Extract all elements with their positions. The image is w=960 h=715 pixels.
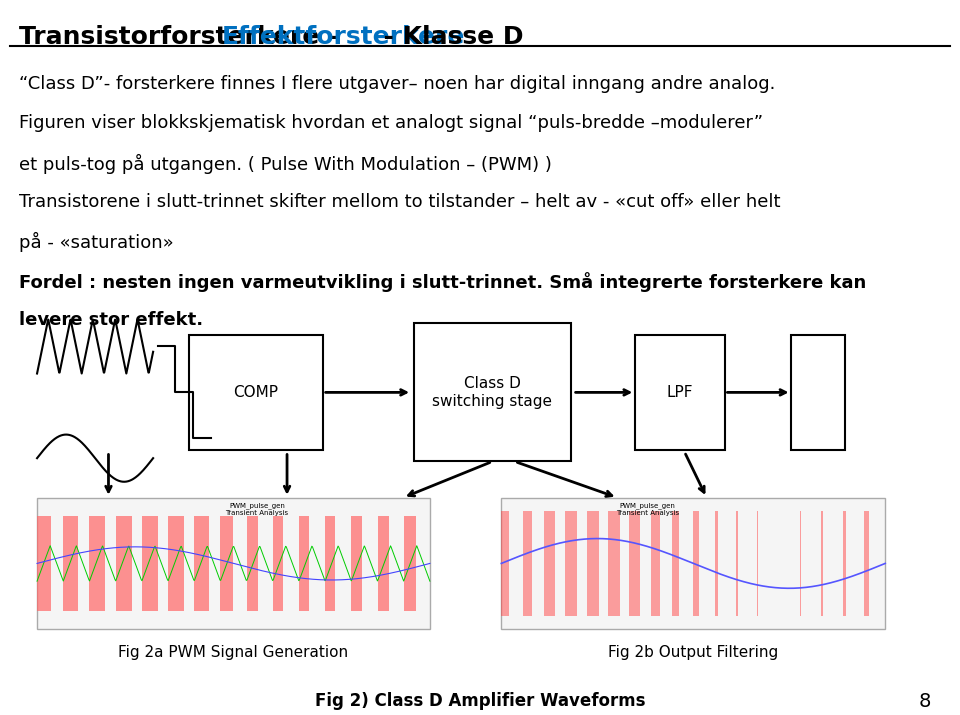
Text: Fig 2) Class D Amplifier Waveforms: Fig 2) Class D Amplifier Waveforms — [315, 692, 645, 710]
Bar — [736, 511, 737, 616]
Bar — [501, 498, 885, 629]
Text: Fig 2b Output Filtering: Fig 2b Output Filtering — [608, 645, 779, 660]
Text: Transistorforsterkere –: Transistorforsterkere – — [19, 25, 349, 49]
Text: PWM_pulse_gen
Transient Analysis: PWM_pulse_gen Transient Analysis — [615, 503, 679, 516]
Text: på - «saturation»: på - «saturation» — [19, 232, 174, 252]
Bar — [843, 511, 846, 616]
Text: levere stor effekt.: levere stor effekt. — [19, 311, 204, 329]
Text: Figuren viser blokkskjematisk hvordan et analogt signal “puls-bredde –modulerer”: Figuren viser blokkskjematisk hvordan et… — [19, 114, 763, 132]
Bar — [142, 516, 158, 611]
Bar — [37, 516, 51, 611]
Bar — [714, 511, 718, 616]
Bar — [273, 516, 283, 611]
Bar — [672, 511, 680, 616]
Bar — [821, 511, 823, 616]
Text: LPF: LPF — [666, 385, 693, 400]
Text: - Klasse D: - Klasse D — [366, 25, 523, 49]
Bar — [351, 516, 362, 611]
Bar — [168, 516, 183, 611]
Text: PWM_pulse_gen
Transient Analysis: PWM_pulse_gen Transient Analysis — [226, 503, 289, 516]
Bar — [630, 511, 640, 616]
Bar — [299, 516, 309, 611]
Bar — [636, 335, 725, 450]
Bar — [693, 511, 699, 616]
Text: COMP: COMP — [233, 385, 278, 400]
Bar — [189, 335, 323, 450]
Bar — [565, 511, 577, 616]
Text: Fordel : nesten ingen varmeutvikling i slutt-trinnet. Små integrerte forsterkere: Fordel : nesten ingen varmeutvikling i s… — [19, 272, 867, 292]
Bar — [221, 516, 233, 611]
Bar — [325, 516, 335, 611]
Text: Effektforsterkere: Effektforsterkere — [222, 25, 466, 49]
Bar — [115, 516, 132, 611]
Text: “Class D”- forsterkere finnes I flere utgaver– noen har digital inngang andre an: “Class D”- forsterkere finnes I flere ut… — [19, 75, 776, 93]
Bar — [651, 511, 660, 616]
Text: Fig 2a PWM Signal Generation: Fig 2a PWM Signal Generation — [118, 645, 348, 660]
Bar — [587, 511, 599, 616]
Bar — [544, 511, 555, 616]
Text: 8: 8 — [919, 692, 931, 711]
Bar — [63, 516, 79, 611]
Bar — [404, 516, 416, 611]
Bar — [608, 511, 620, 616]
Bar — [501, 511, 509, 616]
Bar — [522, 511, 532, 616]
Text: et puls-tog på utgangen. ( Pulse With Modulation – (PWM) ): et puls-tog på utgangen. ( Pulse With Mo… — [19, 154, 552, 174]
Bar — [864, 511, 869, 616]
Bar — [377, 516, 389, 611]
Text: Class D
switching stage: Class D switching stage — [432, 376, 552, 408]
Bar — [194, 516, 208, 611]
Bar — [415, 323, 570, 461]
Bar — [37, 498, 430, 629]
Bar — [89, 516, 106, 611]
Text: Transistorene i slutt-trinnet skifter mellom to tilstander – helt av - «cut off»: Transistorene i slutt-trinnet skifter me… — [19, 193, 780, 211]
Bar — [791, 335, 845, 450]
Bar — [247, 516, 258, 611]
